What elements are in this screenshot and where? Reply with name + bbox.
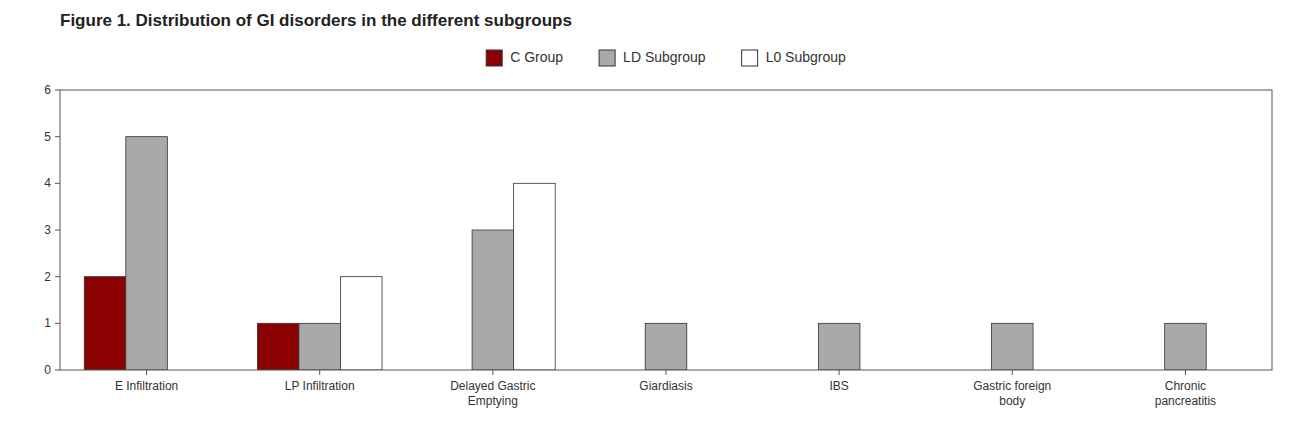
chart: Figure 1. Distribution of GI disorders i… [0, 0, 1297, 432]
legend-item: L0 Subgroup [742, 49, 846, 66]
legend-item: C Group [486, 49, 563, 66]
x-tick-label: Chronicpancreatitis [1155, 379, 1216, 408]
y-tick-label: 2 [44, 270, 51, 284]
legend-swatch [599, 50, 615, 66]
y-tick [55, 230, 60, 231]
y-axis: 0 1 2 3 4 5 6 [44, 83, 60, 377]
legend-swatch [486, 50, 502, 66]
x-tick-label: IBS [829, 379, 848, 393]
x-tick [839, 370, 840, 375]
bar [257, 323, 299, 370]
x-tick-label: LP Infiltration [285, 379, 355, 393]
x-tick [319, 370, 320, 375]
x-tick [666, 370, 667, 375]
legend-label: C Group [510, 49, 563, 65]
bar [1165, 323, 1207, 370]
y-tick-label: 4 [44, 176, 51, 190]
bar [992, 323, 1034, 370]
legend-label: LD Subgroup [623, 49, 706, 65]
y-tick-label: 3 [44, 223, 51, 237]
bar [84, 277, 126, 370]
bar [299, 323, 341, 370]
bar [818, 323, 860, 370]
y-tick-label: 0 [44, 363, 51, 377]
bar [472, 230, 514, 370]
title: Figure 1. Distribution of GI disorders i… [60, 11, 572, 30]
x-tick-label: E Infiltration [115, 379, 178, 393]
bars [84, 137, 1206, 370]
y-tick-label: 6 [44, 83, 51, 97]
y-tick [55, 323, 60, 324]
bar [645, 323, 687, 370]
legend: C Group LD Subgroup L0 Subgroup [486, 49, 846, 66]
y-tick [55, 276, 60, 277]
series [126, 137, 1206, 370]
x-axis: E Infiltration LP Infiltration Delayed Gas… [115, 370, 1216, 408]
bar [340, 277, 382, 370]
y-tick-label: 1 [44, 316, 51, 330]
x-tick-label: Giardiasis [639, 379, 692, 393]
y-tick [55, 90, 60, 91]
plot-frame [60, 90, 1272, 370]
x-tick [1185, 370, 1186, 375]
x-tick [1012, 370, 1013, 375]
series [84, 277, 299, 370]
y-tick [55, 136, 60, 137]
bar [514, 183, 556, 370]
y-tick [55, 370, 60, 371]
x-tick-label: Gastric foreignbody [973, 379, 1051, 408]
legend-label: L0 Subgroup [766, 49, 846, 65]
series [340, 183, 555, 370]
legend-swatch [742, 50, 758, 66]
x-tick-label: Delayed GastricEmptying [450, 379, 535, 408]
legend-item: LD Subgroup [599, 49, 706, 66]
x-tick [146, 370, 147, 375]
y-tick-label: 5 [44, 130, 51, 144]
bar [126, 137, 168, 370]
y-tick [55, 183, 60, 184]
x-tick [492, 370, 493, 375]
